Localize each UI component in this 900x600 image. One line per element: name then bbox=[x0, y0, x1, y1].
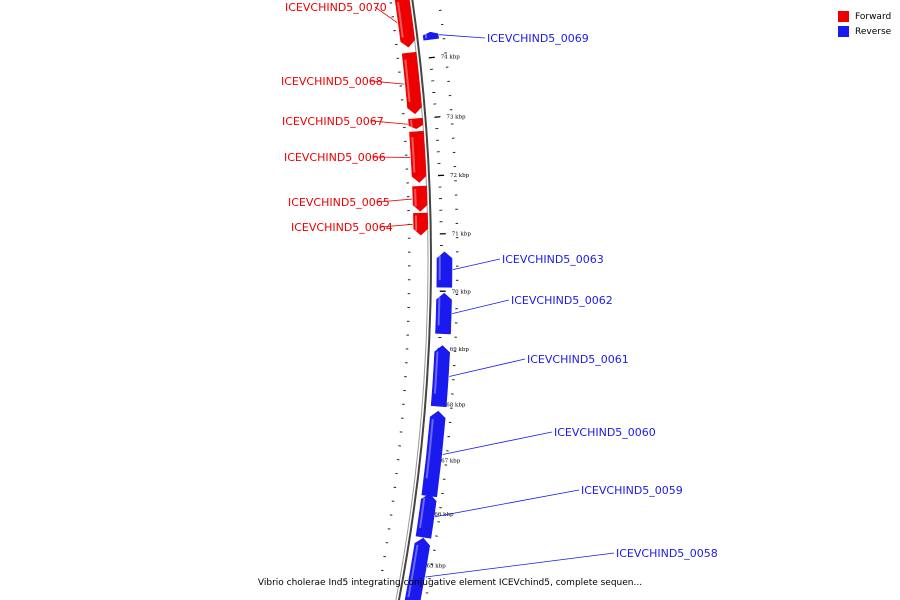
gene-leader-line bbox=[377, 198, 413, 203]
gene-icevchind5_0067[interactable] bbox=[408, 117, 424, 129]
gene-leader-line bbox=[449, 358, 526, 377]
kbp-tick-label: 69 kbp bbox=[450, 347, 470, 353]
inner-dotted-guide bbox=[378, 2, 411, 585]
gene-leader-line bbox=[452, 258, 501, 271]
gene-label-icevchind5_0061[interactable]: ICEVCHIND5_0061 bbox=[527, 353, 629, 366]
gene-icevchind5_0059[interactable] bbox=[415, 493, 437, 539]
gene-highlight bbox=[407, 544, 419, 598]
gene-highlight bbox=[419, 497, 426, 528]
kbp-tick-label: 73 kbp bbox=[446, 114, 466, 120]
gene-label-icevchind5_0065[interactable]: ICEVCHIND5_0065 bbox=[288, 196, 390, 209]
gene-highlight bbox=[433, 351, 439, 394]
gene-label-icevchind5_0069[interactable]: ICEVCHIND5_0069 bbox=[487, 32, 589, 45]
gene-label-icevchind5_0063[interactable]: ICEVCHIND5_0063 bbox=[502, 253, 604, 266]
gene-label-icevchind5_0059[interactable]: ICEVCHIND5_0059 bbox=[581, 484, 683, 497]
gene-highlight bbox=[425, 419, 434, 479]
gene-icevchind5_0063[interactable] bbox=[436, 251, 453, 288]
gene-icevchind5_0061[interactable] bbox=[430, 345, 450, 408]
gene-labels: ICEVCHIND5_0070 ICEVCHIND5_0069 ICEVCHIND5… bbox=[281, 1, 718, 578]
gene-leader-line bbox=[452, 299, 510, 315]
kbp-tick-label: 72 kbp bbox=[450, 173, 470, 179]
gene-leader-line bbox=[370, 80, 405, 85]
backbone-line bbox=[397, 0, 432, 600]
kbp-tick bbox=[428, 56, 435, 59]
gene-label-icevchind5_0068[interactable]: ICEVCHIND5_0068 bbox=[281, 75, 383, 88]
gene-label-icevchind5_0060[interactable]: ICEVCHIND5_0060 bbox=[554, 426, 656, 439]
kbp-tick-label: 74 kbp bbox=[441, 55, 461, 61]
gene-label-icevchind5_0062[interactable]: ICEVCHIND5_0062 bbox=[511, 294, 613, 307]
gene-icevchind5_0064[interactable] bbox=[413, 212, 429, 236]
gene-leader-line bbox=[434, 489, 580, 518]
gene-highlight bbox=[411, 136, 416, 173]
outer-dotted-guide bbox=[425, 9, 459, 594]
legend-reverse-swatch bbox=[838, 26, 849, 37]
kbp-tick-label: 71 kbp bbox=[452, 232, 472, 238]
gene-icevchind5_0068[interactable] bbox=[401, 51, 422, 115]
legend-forward: Forward bbox=[838, 9, 891, 24]
gene-icevchind5_0062[interactable] bbox=[435, 292, 452, 335]
gene-label-icevchind5_0067[interactable]: ICEVCHIND5_0067 bbox=[282, 115, 384, 128]
gene-highlight bbox=[396, 1, 404, 38]
gene-icevchind5_0058[interactable] bbox=[403, 537, 431, 600]
map-caption: Vibrio cholerae Ind5 integrating conjuga… bbox=[257, 578, 643, 588]
kbp-tick-label: 68 kbp bbox=[446, 403, 466, 409]
gene-leader-line bbox=[374, 6, 398, 24]
legend-forward-swatch bbox=[838, 11, 849, 22]
gene-icevchind5_0066[interactable] bbox=[409, 130, 427, 183]
gene-label-icevchind5_0066[interactable]: ICEVCHIND5_0066 bbox=[284, 151, 386, 164]
legend-forward-label: Forward bbox=[855, 11, 892, 22]
legend: Forward Reverse bbox=[838, 9, 891, 39]
gene-label-icevchind5_0070[interactable]: ICEVCHIND5_0070 bbox=[285, 1, 387, 14]
gene-highlight bbox=[404, 59, 411, 103]
gene-icevchind5_0069[interactable] bbox=[422, 31, 439, 41]
gene-leader-line bbox=[425, 552, 615, 578]
gene-leader-line bbox=[371, 120, 408, 125]
kbp-tick-label: 65 kbp bbox=[427, 564, 447, 570]
gene-icevchind5_0060[interactable] bbox=[421, 410, 446, 498]
gene-highlight bbox=[424, 33, 428, 39]
gene-highlight bbox=[410, 119, 413, 128]
gene-leader-line bbox=[380, 223, 413, 228]
kbp-tick-label: 67 kbp bbox=[441, 458, 461, 464]
gene-label-icevchind5_0064[interactable]: ICEVCHIND5_0064 bbox=[291, 221, 393, 234]
kbp-tick-label: 70 kbp bbox=[452, 289, 472, 295]
gene-icevchind5_0070[interactable] bbox=[394, 0, 415, 48]
gene-leader-line bbox=[439, 34, 486, 39]
legend-reverse-label: Reverse bbox=[855, 26, 892, 37]
gene-features bbox=[394, 0, 453, 600]
gene-highlight bbox=[437, 297, 441, 326]
gene-leader-line bbox=[442, 431, 553, 455]
gene-highlight bbox=[414, 188, 417, 207]
legend-reverse: Reverse bbox=[838, 24, 891, 39]
gene-icevchind5_0065[interactable] bbox=[412, 185, 428, 212]
gene-label-icevchind5_0058[interactable]: ICEVCHIND5_0058 bbox=[616, 547, 718, 560]
